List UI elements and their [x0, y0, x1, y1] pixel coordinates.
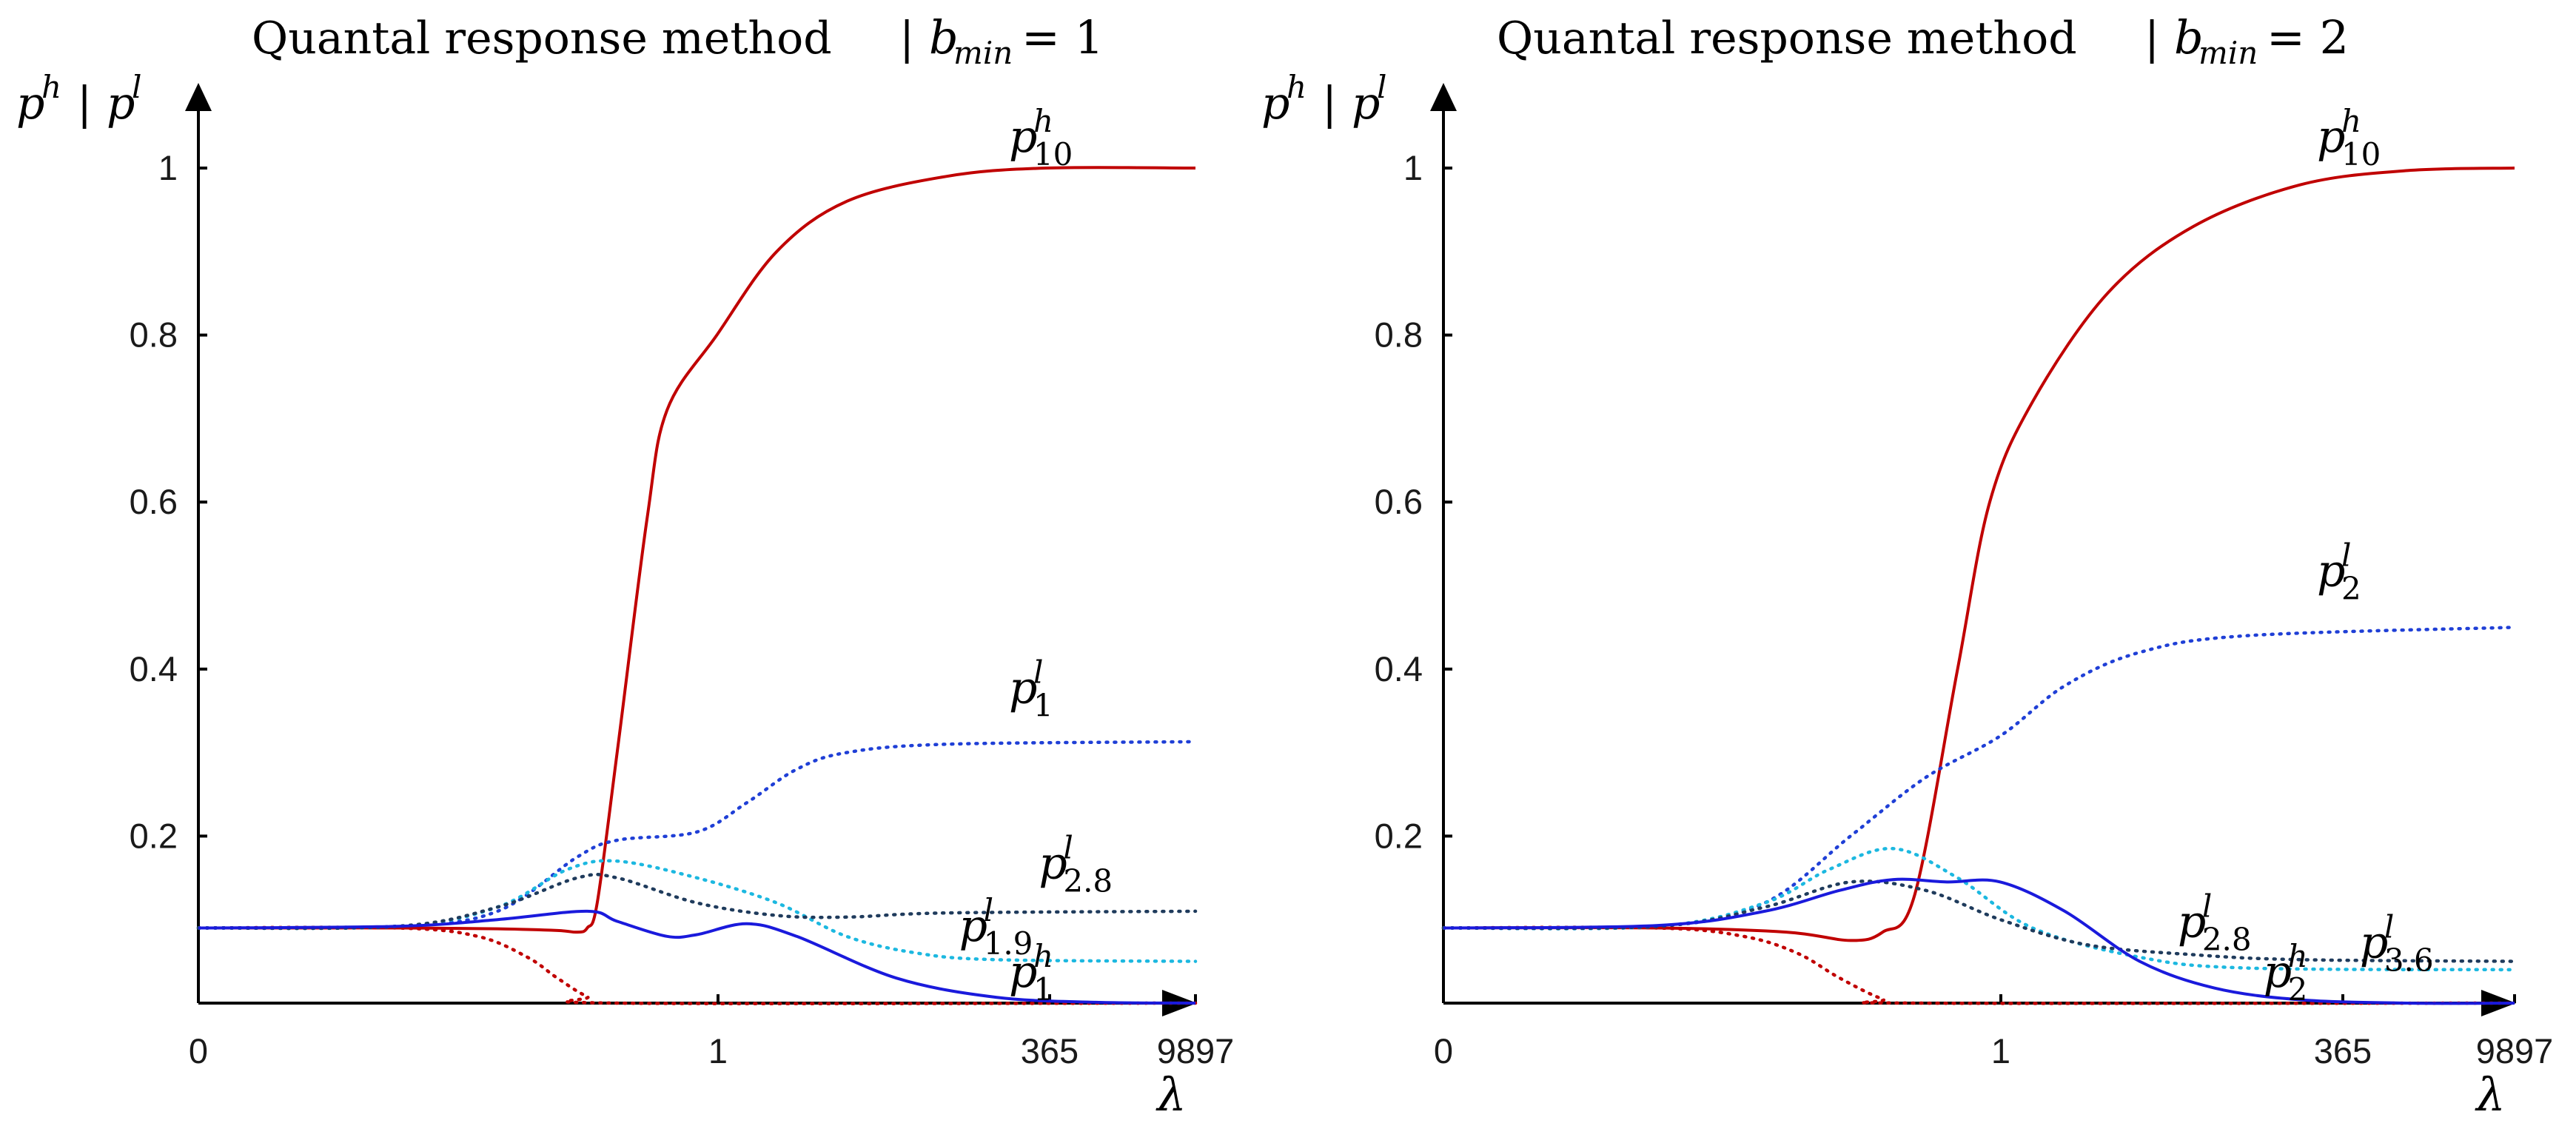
y-tick-label: 0.6 — [1375, 482, 1423, 521]
curve-label-3: pl1.9 — [959, 892, 1033, 962]
curve-label-0-sup: h — [2341, 103, 2361, 139]
y-axis-label-right: p — [107, 78, 135, 130]
y-axis-label-left-sup: h — [41, 69, 61, 105]
chart-title-main: Quantal response method — [1497, 13, 2077, 64]
curve-label-3-base: p — [2360, 917, 2388, 969]
series-line-p-2-l — [1441, 626, 2517, 931]
y-axis-label: ph | pl — [1261, 69, 1386, 130]
curve-label-0-sub: 10 — [2341, 136, 2381, 172]
y-axis-arrow-icon — [1430, 83, 1457, 111]
y-tick-label: 1 — [158, 148, 178, 187]
curve-label-0-base: p — [2317, 111, 2345, 163]
y-tick-label: 0.6 — [130, 482, 178, 521]
curve-label-4: ph2 — [2264, 938, 2308, 1008]
curve-label-3-sub: 3.6 — [2384, 942, 2434, 979]
y-axis-label-left-sup: h — [1287, 69, 1307, 105]
curve-label-2: pl2.8 — [1039, 829, 1113, 899]
series-line-p-1-l — [196, 740, 1198, 930]
curve-label-4-sub: 1 — [1033, 971, 1053, 1008]
x-axis-label: λ — [2474, 1068, 2505, 1122]
curve-label-0-sup: h — [1033, 103, 1053, 139]
y-axis-label-right-sup: l — [132, 69, 141, 105]
curve-label-3: pl3.6 — [2360, 909, 2434, 979]
curve-label-2-sub: 2.8 — [2202, 921, 2252, 957]
y-tick-label: 0.8 — [130, 315, 178, 355]
x-axis-label: λ — [1155, 1068, 1186, 1122]
chart-title-subscript: min — [2198, 35, 2258, 71]
y-tick-label: 0.4 — [1375, 649, 1423, 688]
curve-label-1-sup: l — [1033, 654, 1043, 690]
curve-label-4-sup: h — [1033, 938, 1053, 974]
curve-label-2-sub: 2.8 — [1063, 862, 1113, 899]
curve-label-2-base: p — [2178, 896, 2206, 948]
curve-label-1: pl2 — [2317, 537, 2361, 607]
chart-title-subscript: min — [953, 35, 1013, 71]
y-axis-arrow-icon — [185, 83, 212, 111]
chart-title-variable: b — [929, 10, 959, 64]
y-axis-label-separator: | — [1322, 78, 1337, 130]
curve-label-4-base: p — [1009, 946, 1037, 998]
series-line-p-2-8-l — [196, 872, 1198, 931]
curve-label-2: pl2.8 — [2178, 888, 2252, 957]
series-line-p-1-h-solid- — [198, 909, 1196, 1005]
curve-label-2-base: p — [1039, 837, 1067, 889]
y-tick-label: 0.2 — [1375, 816, 1423, 855]
curve-label-1-base: p — [2317, 546, 2345, 597]
chart-title-equals: = 1 — [1022, 10, 1104, 64]
chart-title-main: Quantal response method — [252, 13, 832, 64]
x-tick-label: 1 — [1991, 1031, 2010, 1070]
y-axis-label-left: p — [1261, 78, 1289, 130]
curve-label-2-sup: l — [2202, 888, 2212, 924]
series-line-p-2-h — [1441, 925, 2517, 1005]
y-tick-label: 0.8 — [1375, 315, 1423, 355]
x-tick-label: 365 — [2314, 1031, 2372, 1070]
x-tick-label: 0 — [1434, 1031, 1453, 1070]
x-tick-label: 9897 — [2476, 1031, 2554, 1070]
curve-label-3-sub: 1.9 — [984, 925, 1033, 962]
series-line-p-3-6-l — [1441, 847, 2517, 972]
chart-title-separator: | — [2144, 13, 2159, 64]
x-tick-label: 1 — [708, 1031, 728, 1070]
series-line-p-10-h — [1443, 167, 2515, 942]
x-tick-label: 0 — [189, 1031, 208, 1070]
chart-title-separator: | — [899, 13, 914, 64]
curve-label-4-sub: 2 — [2288, 971, 2308, 1008]
y-axis-label-separator: | — [77, 78, 92, 130]
y-tick-label: 0.4 — [130, 649, 178, 688]
y-axis-label-right-sup: l — [1377, 69, 1386, 105]
curve-label-3-sup: l — [984, 892, 993, 928]
curve-label-3-base: p — [959, 900, 987, 952]
curve-label-1: pl1 — [1009, 654, 1053, 723]
curve-label-1-sup: l — [2341, 537, 2351, 574]
curve-label-1-sub: 1 — [1033, 687, 1053, 723]
curve-label-1-sub: 2 — [2341, 571, 2361, 607]
y-axis-label-left: p — [16, 78, 44, 130]
y-axis-label-right: p — [1352, 78, 1380, 130]
chart-title-equals: = 2 — [2267, 10, 2349, 64]
chart-title-variable: b — [2174, 10, 2204, 64]
curve-label-0-sub: 10 — [1033, 136, 1073, 172]
curve-label-1-base: p — [1009, 662, 1037, 714]
y-tick-label: 1 — [1403, 148, 1423, 187]
curve-label-2-sup: l — [1063, 829, 1073, 865]
series-line-p-2-h-solid- — [1443, 877, 2515, 1005]
curve-label-4: ph1 — [1009, 938, 1053, 1008]
x-tick-label: 365 — [1021, 1031, 1079, 1070]
y-tick-label: 0.2 — [130, 816, 178, 855]
curve-label-4-base: p — [2264, 946, 2292, 998]
y-axis-label: ph | pl — [16, 69, 141, 130]
curve-label-3-sup: l — [2384, 909, 2394, 945]
curve-label-0-base: p — [1009, 111, 1037, 163]
series-line-p-10-h — [198, 166, 1196, 934]
curve-label-4-sup: h — [2288, 938, 2308, 974]
x-tick-label: 9897 — [1157, 1031, 1235, 1070]
